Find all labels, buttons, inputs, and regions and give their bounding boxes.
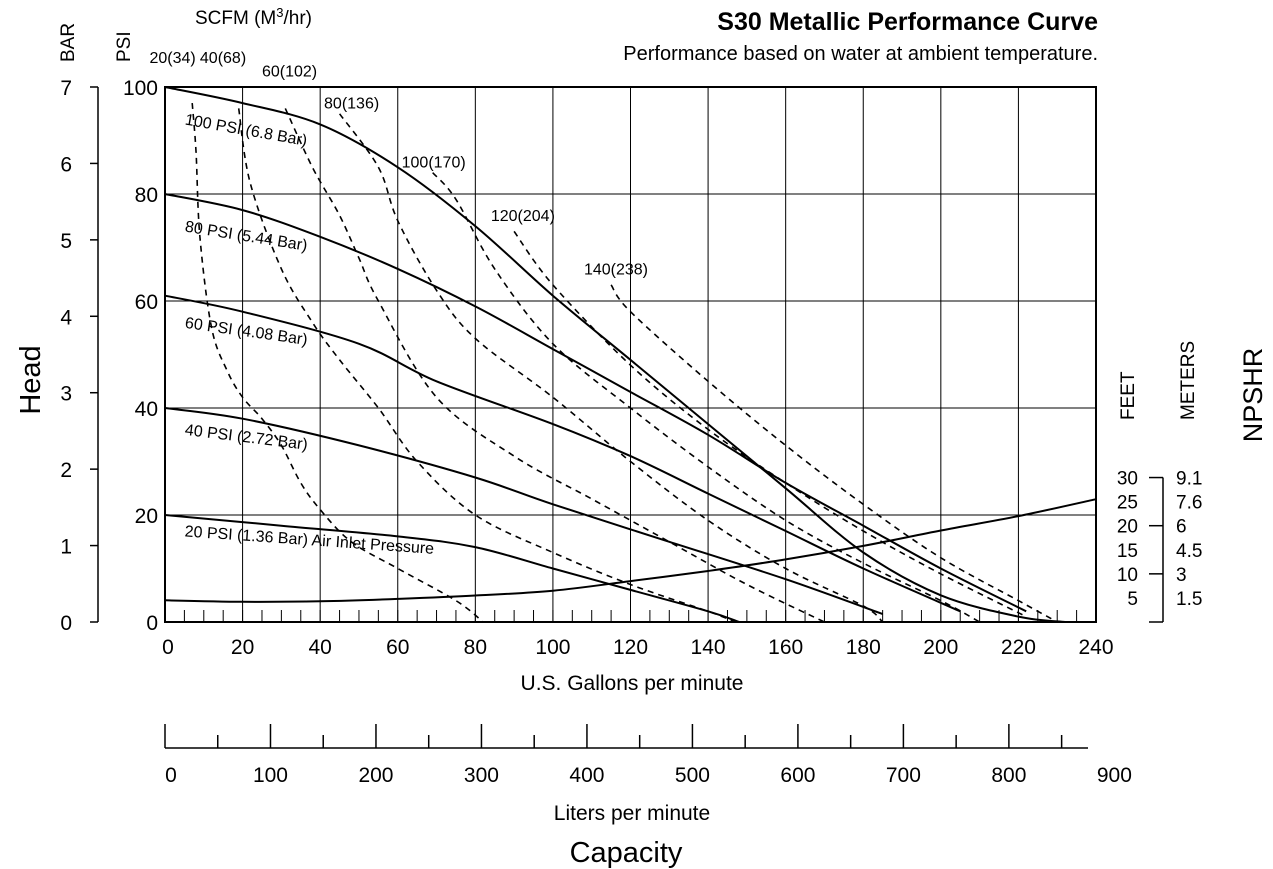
- x-tick-label: 0: [162, 636, 174, 659]
- head-label: Head: [15, 345, 47, 414]
- air-curve-label: 20(34): [149, 50, 195, 67]
- x-tick-label: 40: [308, 636, 331, 659]
- npshr-curve-group: [164, 498, 1097, 603]
- pressure-curves: [164, 86, 1066, 623]
- bar-tick-label: 0: [60, 612, 72, 635]
- lpm-tick-label: 200: [358, 764, 393, 787]
- x-tick-label: 140: [691, 636, 726, 659]
- psi-tick-label: 60: [135, 291, 158, 314]
- x-tick-label: 200: [923, 636, 958, 659]
- psi-tick-label: 40: [135, 398, 158, 421]
- psi-tick-label: 100: [123, 77, 158, 100]
- x2-axis-title: Liters per minute: [554, 802, 710, 825]
- npsh-meter-label: 4.5: [1176, 541, 1202, 562]
- pressure-curve: [164, 514, 740, 623]
- pressure-curve-label: 100 PSI (6.8 Bar): [184, 112, 309, 150]
- bar-tick-label: 7: [60, 77, 72, 100]
- x-tick-label: 20: [231, 636, 254, 659]
- scfm-header: SCFM (M3/hr): [195, 5, 312, 29]
- npsh-feet-label: 30: [1117, 469, 1138, 490]
- x-tick-label: 100: [535, 636, 570, 659]
- npsh-feet-label: 15: [1117, 541, 1138, 562]
- npshr-label: NPSHR: [1238, 348, 1268, 443]
- bar-tick-label: 6: [60, 153, 72, 176]
- psi-tick-label: 20: [135, 505, 158, 528]
- chart-subtitle: Performance based on water at ambient te…: [623, 43, 1098, 65]
- lpm-tick-label: 100: [253, 764, 288, 787]
- npsh-feet-label: 25: [1117, 493, 1138, 514]
- psi-unit-label: PSI: [114, 31, 135, 62]
- npshr-curve: [164, 498, 1097, 603]
- psi-tick-label: 0: [146, 612, 158, 635]
- x-tick-label: 60: [386, 636, 409, 659]
- x-tick-label: 220: [1001, 636, 1036, 659]
- chart-title: S30 Metallic Performance Curve: [717, 8, 1098, 36]
- lpm-tick-label: 600: [780, 764, 815, 787]
- air-curve-label: 100(170): [402, 154, 466, 171]
- pressure-curve-label: 40 PSI (2.72 Bar): [184, 422, 309, 454]
- psi-tick-label: 80: [135, 184, 158, 207]
- air-consumption-curve: [513, 230, 1027, 618]
- curve-labels: 100 PSI (6.8 Bar) 80 PSI (5.44 Bar) 60 PSI…: [149, 50, 648, 558]
- pressure-curve: [164, 294, 961, 613]
- npsh-meter-label: 1.5: [1176, 589, 1202, 610]
- npsh-feet-label: 10: [1117, 565, 1138, 586]
- x-tick-label: 80: [464, 636, 487, 659]
- air-consumption-curves: [191, 103, 1058, 623]
- bar-tick-label: 4: [60, 306, 72, 329]
- air-curve-label: 120(204): [491, 208, 555, 225]
- npsh-meter-label: 7.6: [1176, 493, 1202, 514]
- npsh-meter-label: 9.1: [1176, 469, 1202, 490]
- x-axis-title: U.S. Gallons per minute: [521, 672, 744, 695]
- air-curve-label: 60(102): [262, 63, 317, 80]
- capacity-label: Capacity: [570, 837, 683, 869]
- x-tick-label: 160: [768, 636, 803, 659]
- feet-label: FEET: [1118, 371, 1139, 420]
- air-consumption-curve: [610, 284, 1058, 623]
- x-tick-label: 180: [846, 636, 881, 659]
- air-curve-label: 140(238): [584, 261, 648, 278]
- lpm-tick-label: 800: [991, 764, 1026, 787]
- lpm-tick-label: 500: [675, 764, 710, 787]
- bar-unit-label: BAR: [58, 23, 79, 62]
- npsh-feet-label: 5: [1127, 589, 1138, 610]
- air-consumption-curve: [284, 108, 825, 623]
- npsh-meter-label: 6: [1176, 517, 1187, 538]
- meters-label: METERS: [1178, 341, 1199, 420]
- lpm-tick-label: 700: [886, 764, 921, 787]
- npsh-feet-label: 20: [1117, 517, 1138, 538]
- air-consumption-curve: [191, 103, 484, 623]
- pressure-curve-label: 60 PSI (4.08 Bar): [184, 315, 309, 349]
- pressure-curve-label: 80 PSI (5.44 Bar): [184, 219, 309, 255]
- bar-tick-label: 2: [60, 459, 72, 482]
- bar-tick-label: 1: [60, 536, 72, 559]
- pressure-curve: [164, 86, 1066, 623]
- x-tick-label: 120: [613, 636, 648, 659]
- air-consumption-curve: [432, 172, 980, 623]
- lpm-tick-label: 0: [165, 764, 177, 787]
- bar-tick-label: 5: [60, 230, 72, 253]
- lpm-tick-label: 300: [464, 764, 499, 787]
- lpm-tick-label: 900: [1097, 764, 1132, 787]
- plot-axes: 0 20 40 60 80 100 120 140 160 180 200 220 2400204060…: [60, 77, 1202, 787]
- pressure-curve: [164, 407, 883, 615]
- pressure-curve: [164, 193, 1027, 613]
- air-curve-label: 40(68): [200, 50, 246, 67]
- lpm-tick-label: 400: [569, 764, 604, 787]
- bar-tick-label: 3: [60, 383, 72, 406]
- air-curve-label: 80(136): [324, 95, 379, 112]
- air-consumption-curve: [338, 113, 884, 623]
- npsh-meter-label: 3: [1176, 565, 1187, 586]
- x-tick-label: 240: [1078, 636, 1113, 659]
